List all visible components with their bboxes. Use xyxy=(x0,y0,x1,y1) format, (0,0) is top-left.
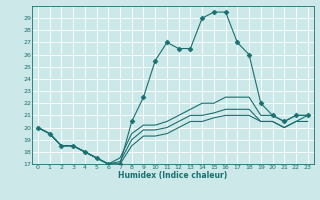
X-axis label: Humidex (Indice chaleur): Humidex (Indice chaleur) xyxy=(118,171,228,180)
